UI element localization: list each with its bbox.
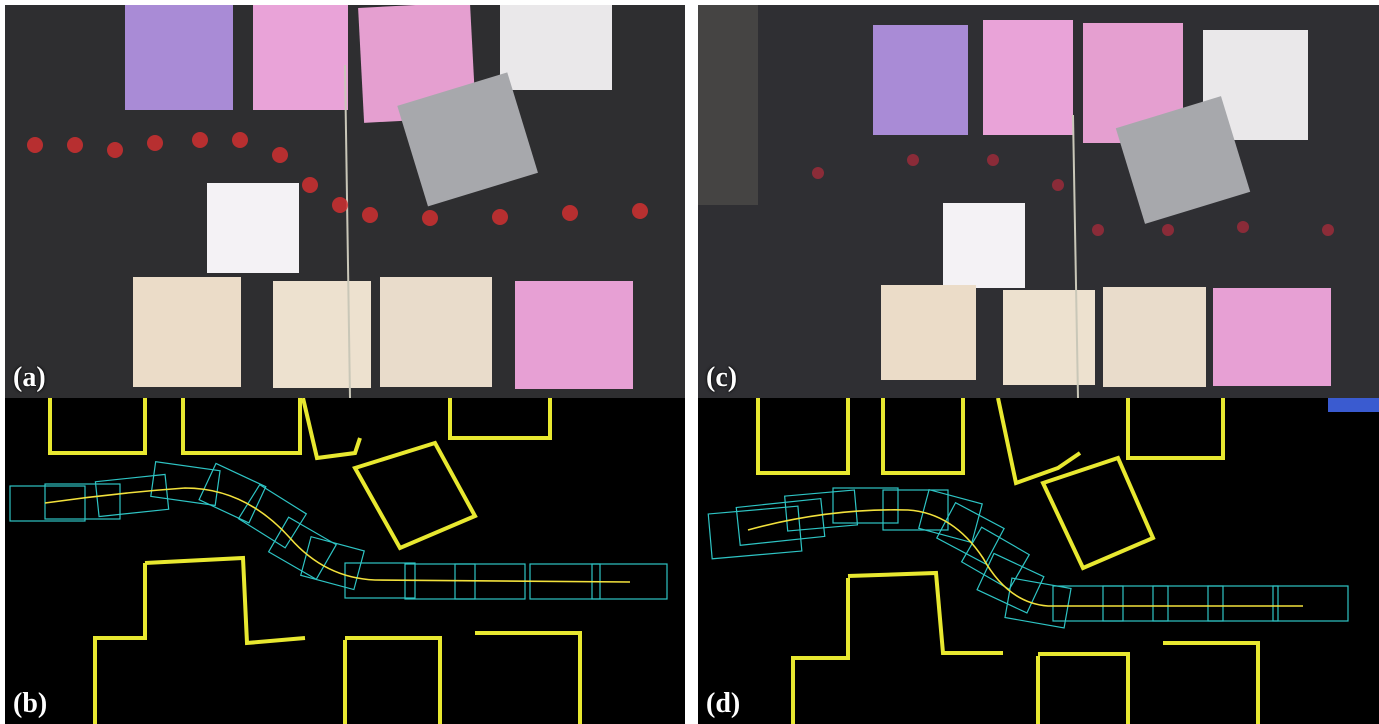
panel-d-map-drawing	[707, 398, 1379, 724]
panel-c-photo: (c)	[698, 5, 1379, 398]
box-beige-bottom-3	[1103, 287, 1206, 387]
box-pink-bottom-4	[515, 281, 633, 389]
box-pink-top-2	[253, 5, 348, 110]
box-purple-top-1	[873, 25, 968, 135]
box-purple-top-1	[125, 5, 233, 110]
panel-d-map: (d)	[698, 398, 1379, 724]
robot-trajectory-c	[812, 154, 1334, 236]
box-beige-bottom-2	[1003, 290, 1095, 385]
box-beige-bottom-1	[133, 277, 241, 387]
box-grey-rotated	[1115, 96, 1251, 224]
box-beige-bottom-1	[881, 285, 976, 380]
panel-d-label: (d)	[706, 688, 741, 719]
box-white-top-4	[500, 5, 612, 90]
box-white-middle	[207, 183, 299, 273]
planned-path-b	[44, 487, 631, 583]
box-grey-rotated	[397, 72, 538, 207]
box-beige-bottom-2	[273, 281, 371, 388]
panel-c-label: (c)	[706, 362, 738, 393]
panel-b-map-drawing	[9, 398, 668, 724]
box-white-middle	[943, 203, 1025, 288]
panel-c-scene	[698, 5, 1379, 398]
panel-a-photo: (a)	[5, 5, 685, 398]
panel-b-map: (b)	[5, 398, 685, 724]
box-pink-top-2	[983, 20, 1073, 135]
box-pink-bottom-4	[1213, 288, 1331, 386]
box-beige-bottom-3	[380, 277, 492, 387]
robot-trajectory-a	[27, 132, 648, 226]
panel-a-scene	[5, 5, 685, 398]
panel-a-label: (a)	[13, 362, 46, 393]
panel-b-label: (b)	[13, 688, 48, 719]
planned-path-d	[747, 509, 1303, 607]
